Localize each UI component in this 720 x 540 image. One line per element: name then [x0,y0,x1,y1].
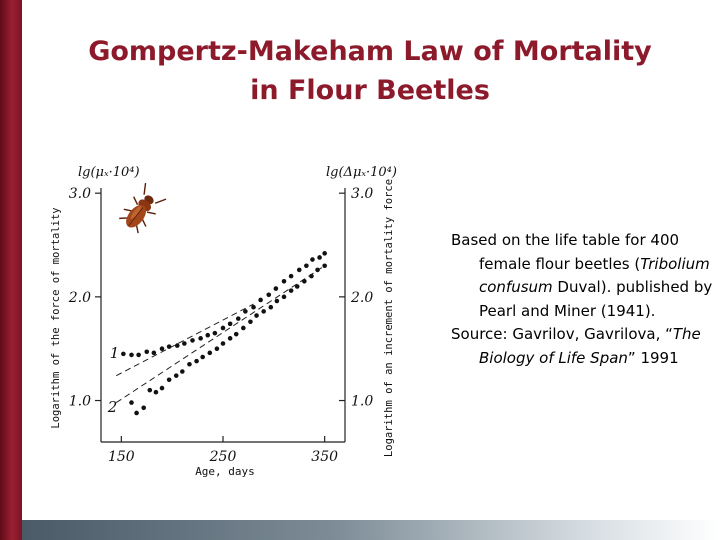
data-point-series-2 [261,309,266,314]
data-point-series-1 [227,321,233,327]
data-point-series-1 [166,344,172,349]
caption-text-2b: ” 1991 [627,348,679,367]
data-point-series-2 [268,304,274,310]
fit-lines [115,265,325,404]
species-name: Tribolium confusum [479,254,710,297]
data-point-series-2 [134,410,139,416]
data-point-series-1 [198,336,203,341]
data-point-series-1 [151,350,157,356]
fit-line [116,303,254,377]
data-point-series-1 [317,255,322,260]
data-point-series-1 [129,352,134,358]
slide-title-line-1: Gompertz-Makeham Law of Mortality [88,36,652,67]
data-point-series-2 [220,341,226,346]
data-point-series-2 [166,377,172,383]
data-point-series-1 [190,338,195,343]
data-point-series-2 [241,325,246,331]
data-point-series-2 [141,405,146,411]
data-point-series-1 [304,263,309,269]
left-accent-bar [0,0,22,540]
caption-text: Based on the life table for 400 female f… [451,229,719,370]
caption-paragraph-1: Based on the life table for 400 female f… [451,229,719,323]
curve-labels: 12 [107,344,120,416]
data-point-series-2 [294,284,300,289]
data-point-series-1 [310,257,315,262]
curve-label: 1 [110,344,120,362]
data-point-series-1 [273,286,279,291]
right-axis-title: Logarithm of an increment of mortality f… [383,179,395,457]
data-point-series-1 [322,251,327,256]
caption-paragraph-2: Source: Gavrilov, Gavrilova, “The Biolog… [451,323,719,370]
data-point-series-1 [182,341,187,346]
data-point-series-2 [248,319,253,325]
data-point-series-2 [315,267,320,273]
data-point-series-1 [136,352,141,358]
data-point-series-1 [159,346,165,351]
data-point-series-2 [227,336,233,341]
data-point-series-1 [288,273,294,279]
fit-line [115,265,325,404]
caption-text-1a: Based on the life table for 400 female f… [451,231,680,273]
data-point-series-1 [205,332,211,338]
data-point-series-1 [296,267,302,273]
y-tick-label-left: 3.0 [69,186,91,202]
y-tick-label-right: 1.0 [351,394,373,410]
data-point-series-1 [144,349,150,355]
data-point-series-1 [174,343,180,348]
data-point-series-2 [153,389,159,395]
data-point-series-2 [302,279,307,284]
slide-title: Gompertz-Makeham Law of Mortality in Flo… [40,32,700,110]
right-axis-unit: lg(Δμₓ·10⁴) [326,165,397,180]
data-point-series-2 [147,387,153,393]
data-point-series-2 [187,361,192,367]
data-point-series-2 [254,313,259,318]
data-point-series-1 [251,304,256,310]
data-point-series-1 [281,279,287,284]
data-point-series-1 [243,309,248,314]
data-point-series-2 [180,369,185,374]
x-tick-label: 150 [108,449,135,465]
data-point-series-2 [173,373,179,378]
data-point-series-2 [233,331,239,337]
data-point-series-2 [214,346,220,351]
caption-text-2a: Source: Gavrilov, Gavrilova, “ [451,325,673,343]
left-axis-unit: lg(μₓ·10⁴) [78,165,140,180]
data-point-series-1 [121,351,126,357]
data-points [121,251,327,416]
flour-beetle-icon [119,182,167,234]
data-point-series-2 [281,294,287,300]
data-point-series-1 [266,292,272,298]
data-point-series-2 [200,354,205,360]
data-point-series-1 [235,316,241,321]
slide-title-line-2: in Flour Beetles [250,75,490,106]
data-point-series-1 [258,297,263,303]
y-tick-label-right: 2.0 [350,290,373,306]
caption-text-1b: Duval). published by Pearl and Miner (19… [479,278,713,320]
axis-ticks: 1.0 1.0 2.0 2.0 3.0 3.0 150 250 350 [68,186,374,465]
x-tick-label: 350 [311,449,338,465]
curve-label: 2 [107,398,118,416]
data-point-series-2 [207,350,213,356]
data-point-series-1 [212,330,218,336]
data-point-series-2 [288,288,294,293]
data-point-series-2 [129,400,134,405]
data-point-series-2 [322,263,327,269]
bottom-accent-bar [22,520,720,540]
data-point-series-2 [309,273,314,279]
left-axis-title: Logarithm of the force of mortality [50,207,62,428]
y-tick-label-left: 1.0 [69,394,91,410]
data-point-series-1 [220,325,226,331]
x-axis-title: Age, days [195,465,255,478]
y-tick-label-left: 2.0 [68,290,91,306]
data-point-series-2 [194,358,199,364]
x-tick-label: 250 [209,449,237,465]
book-title: The Biology of Life Span [479,325,701,367]
data-point-series-2 [159,385,165,391]
data-point-series-2 [274,298,280,304]
y-tick-label-right: 3.0 [351,186,373,202]
